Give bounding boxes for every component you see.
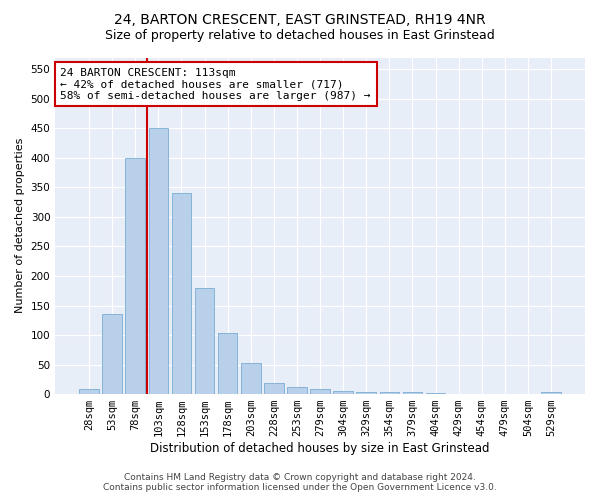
Y-axis label: Number of detached properties: Number of detached properties — [15, 138, 25, 314]
Text: Contains HM Land Registry data © Crown copyright and database right 2024.
Contai: Contains HM Land Registry data © Crown c… — [103, 473, 497, 492]
Text: 24 BARTON CRESCENT: 113sqm
← 42% of detached houses are smaller (717)
58% of sem: 24 BARTON CRESCENT: 113sqm ← 42% of deta… — [61, 68, 371, 101]
Bar — [241, 364, 260, 394]
Bar — [195, 288, 214, 394]
Bar — [310, 390, 330, 394]
Bar — [380, 392, 399, 394]
Bar — [218, 334, 238, 394]
Bar — [356, 392, 376, 394]
Bar — [541, 392, 561, 394]
Bar — [149, 128, 168, 394]
Bar — [125, 158, 145, 394]
Bar — [334, 390, 353, 394]
Text: Size of property relative to detached houses in East Grinstead: Size of property relative to detached ho… — [105, 29, 495, 42]
Bar — [426, 393, 445, 394]
Bar — [172, 194, 191, 394]
Bar — [287, 387, 307, 394]
Bar — [79, 390, 99, 394]
Bar — [103, 314, 122, 394]
Bar — [403, 392, 422, 394]
X-axis label: Distribution of detached houses by size in East Grinstead: Distribution of detached houses by size … — [151, 442, 490, 455]
Text: 24, BARTON CRESCENT, EAST GRINSTEAD, RH19 4NR: 24, BARTON CRESCENT, EAST GRINSTEAD, RH1… — [114, 12, 486, 26]
Bar — [264, 384, 284, 394]
